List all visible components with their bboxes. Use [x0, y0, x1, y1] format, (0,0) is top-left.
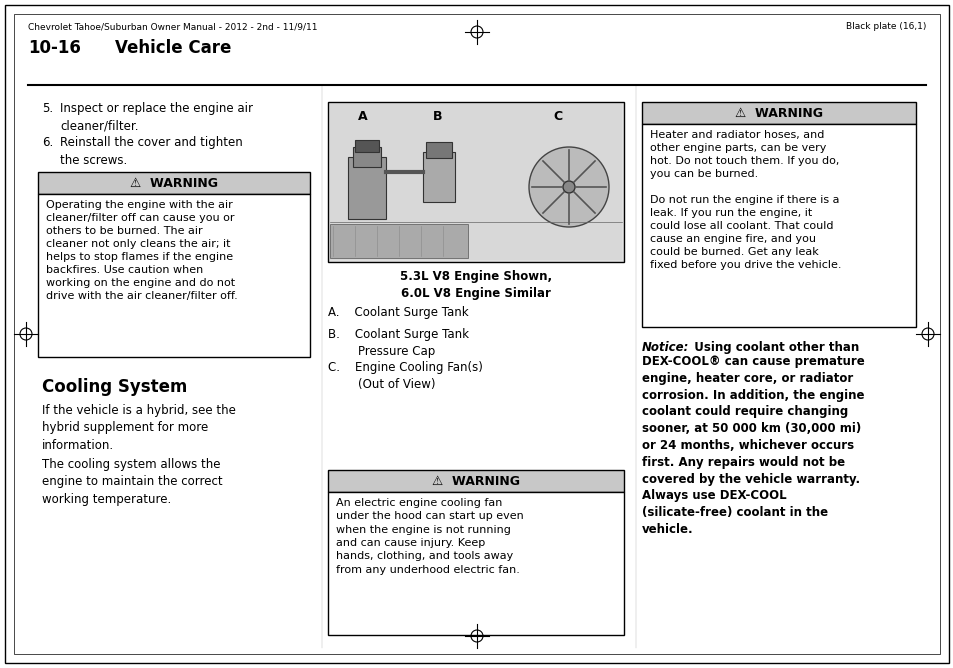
- Text: A: A: [357, 110, 368, 123]
- Bar: [328, 102, 623, 262]
- Circle shape: [529, 147, 608, 227]
- Bar: [641, 124, 915, 327]
- Text: Cooling System: Cooling System: [42, 378, 187, 396]
- Bar: [426, 142, 452, 158]
- Bar: [38, 194, 310, 357]
- Text: The cooling system allows the
engine to maintain the correct
working temperature: The cooling system allows the engine to …: [42, 458, 222, 506]
- Bar: [330, 224, 468, 258]
- Text: 5.: 5.: [42, 102, 53, 115]
- Text: Chevrolet Tahoe/Suburban Owner Manual - 2012 - 2nd - 11/9/11: Chevrolet Tahoe/Suburban Owner Manual - …: [28, 22, 317, 31]
- Text: Heater and radiator hoses, and
other engine parts, can be very
hot. Do not touch: Heater and radiator hoses, and other eng…: [649, 130, 841, 271]
- Text: DEX-COOL® can cause premature
engine, heater core, or radiator
corrosion. In add: DEX-COOL® can cause premature engine, he…: [641, 355, 863, 536]
- Text: B.    Coolant Surge Tank
        Pressure Cap: B. Coolant Surge Tank Pressure Cap: [328, 328, 469, 358]
- Text: Reinstall the cover and tighten
the screws.: Reinstall the cover and tighten the scre…: [60, 136, 242, 166]
- Text: ⚠  WARNING: ⚠ WARNING: [432, 474, 519, 488]
- Text: C.    Engine Cooling Fan(s)
        (Out of View): C. Engine Cooling Fan(s) (Out of View): [328, 361, 482, 391]
- Text: Notice:: Notice:: [641, 341, 689, 354]
- Text: Black plate (16,1): Black plate (16,1): [844, 22, 925, 31]
- Circle shape: [562, 181, 575, 193]
- Bar: [353, 147, 380, 167]
- Text: ⚠  WARNING: ⚠ WARNING: [130, 176, 218, 190]
- Bar: [38, 172, 310, 194]
- Text: 5.3L V8 Engine Shown,
6.0L V8 Engine Similar: 5.3L V8 Engine Shown, 6.0L V8 Engine Sim…: [399, 270, 552, 300]
- Text: Vehicle Care: Vehicle Care: [115, 39, 232, 57]
- Bar: [330, 104, 621, 260]
- Bar: [348, 157, 386, 219]
- Text: If the vehicle is a hybrid, see the
hybrid supplement for more
information.: If the vehicle is a hybrid, see the hybr…: [42, 404, 235, 452]
- Text: Operating the engine with the air
cleaner/filter off can cause you or
others to : Operating the engine with the air cleane…: [46, 200, 237, 301]
- Text: B: B: [433, 110, 442, 123]
- Bar: [641, 102, 915, 124]
- Bar: [355, 140, 378, 152]
- Text: Using coolant other than: Using coolant other than: [685, 341, 859, 354]
- Text: An electric engine cooling fan
under the hood can start up even
when the engine : An electric engine cooling fan under the…: [335, 498, 523, 574]
- Text: ⚠  WARNING: ⚠ WARNING: [734, 106, 822, 120]
- Text: 10-16: 10-16: [28, 39, 81, 57]
- Text: Inspect or replace the engine air
cleaner/filter.: Inspect or replace the engine air cleane…: [60, 102, 253, 132]
- Text: 6.: 6.: [42, 136, 53, 149]
- Bar: [422, 152, 455, 202]
- Text: A.    Coolant Surge Tank: A. Coolant Surge Tank: [328, 306, 468, 319]
- Text: C: C: [553, 110, 562, 123]
- Bar: [328, 470, 623, 492]
- Bar: [328, 492, 623, 635]
